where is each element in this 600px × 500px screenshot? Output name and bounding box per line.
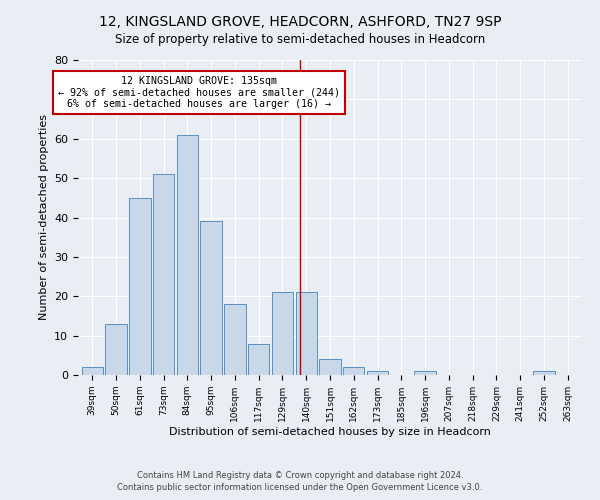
Bar	[415, 371, 436, 375]
Bar	[533, 371, 554, 375]
Bar	[272, 292, 293, 375]
Bar	[153, 174, 174, 375]
Bar	[176, 135, 198, 375]
Text: Contains HM Land Registry data © Crown copyright and database right 2024.
Contai: Contains HM Land Registry data © Crown c…	[118, 471, 482, 492]
Bar	[82, 367, 103, 375]
Text: Size of property relative to semi-detached houses in Headcorn: Size of property relative to semi-detach…	[115, 32, 485, 46]
Y-axis label: Number of semi-detached properties: Number of semi-detached properties	[38, 114, 49, 320]
Bar	[319, 359, 341, 375]
Bar	[367, 371, 388, 375]
Bar	[200, 222, 222, 375]
Text: 12, KINGSLAND GROVE, HEADCORN, ASHFORD, TN27 9SP: 12, KINGSLAND GROVE, HEADCORN, ASHFORD, …	[99, 15, 501, 29]
X-axis label: Distribution of semi-detached houses by size in Headcorn: Distribution of semi-detached houses by …	[169, 426, 491, 436]
Bar	[224, 304, 245, 375]
Text: 12 KINGSLAND GROVE: 135sqm
← 92% of semi-detached houses are smaller (244)
6% of: 12 KINGSLAND GROVE: 135sqm ← 92% of semi…	[58, 76, 340, 109]
Bar	[343, 367, 364, 375]
Bar	[296, 292, 317, 375]
Bar	[106, 324, 127, 375]
Bar	[129, 198, 151, 375]
Bar	[248, 344, 269, 375]
